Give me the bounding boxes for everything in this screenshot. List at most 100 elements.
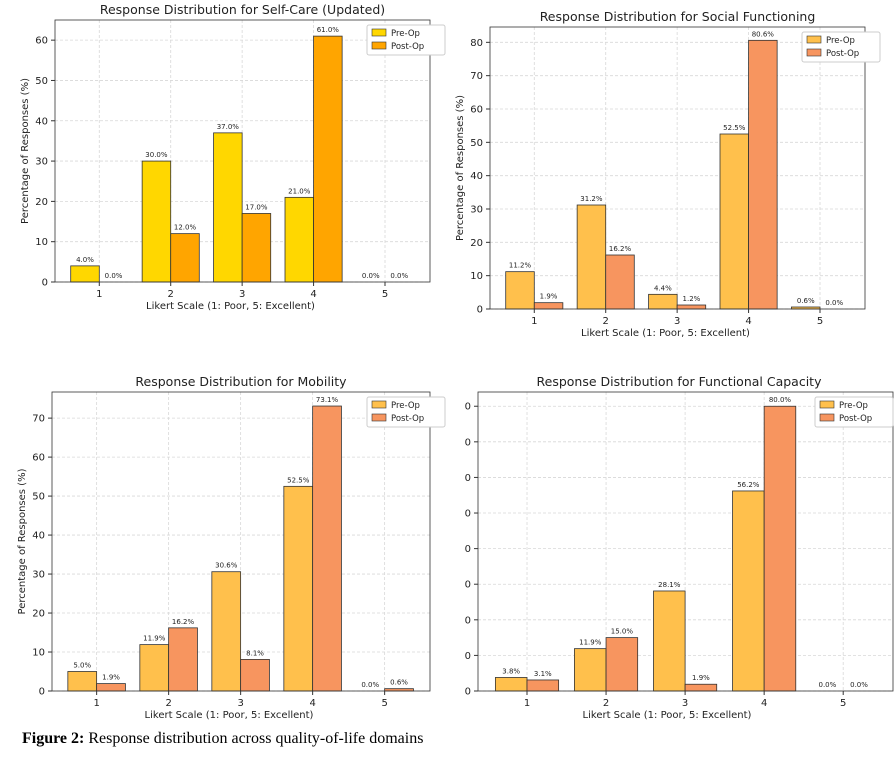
legend-label: Pre-Op bbox=[826, 36, 855, 46]
y-tick-label: 30 bbox=[32, 570, 45, 581]
value-label: 52.5% bbox=[287, 476, 310, 484]
legend-swatch bbox=[819, 413, 835, 422]
chart-panel: 0102030405060708011.2%31.2%4.4%52.5%0.6%… bbox=[455, 9, 881, 339]
y-tick-label: 20 bbox=[35, 197, 48, 208]
bar bbox=[170, 233, 200, 283]
value-label: 11.2% bbox=[509, 262, 532, 270]
value-label: 0.0% bbox=[390, 272, 408, 280]
value-label: 30.0% bbox=[145, 151, 168, 159]
y-tick-label: 50 bbox=[470, 138, 483, 149]
y-tick-label: 0 bbox=[477, 305, 483, 316]
bar bbox=[168, 627, 198, 692]
y-tick-label: 20 bbox=[32, 609, 45, 620]
x-axis-label: Likert Scale (1: Poor, 5: Excellent) bbox=[581, 328, 750, 339]
y-tick-label: 20 bbox=[458, 615, 471, 626]
value-label: 28.1% bbox=[658, 581, 681, 589]
value-label: 3.1% bbox=[534, 670, 552, 678]
legend-label: Post-Op bbox=[391, 414, 424, 424]
value-label: 17.0% bbox=[245, 203, 268, 211]
legend-swatch bbox=[371, 41, 387, 50]
x-tick-label: 4 bbox=[761, 698, 767, 709]
value-label: 1.2% bbox=[683, 295, 701, 303]
bar bbox=[732, 490, 765, 692]
y-tick-label: 40 bbox=[458, 544, 471, 555]
x-axis-label: Likert Scale (1: Poor, 5: Excellent) bbox=[145, 710, 314, 720]
x-tick-label: 1 bbox=[524, 698, 530, 709]
value-label: 1.9% bbox=[102, 674, 120, 682]
value-label: 30.6% bbox=[215, 562, 238, 570]
value-label: 0.6% bbox=[390, 679, 408, 687]
value-label: 61.0% bbox=[317, 26, 340, 34]
bar bbox=[576, 204, 607, 310]
bar bbox=[312, 405, 342, 692]
chart-panel: 010203040506070803.8%11.9%28.1%56.2%0.0%… bbox=[458, 374, 894, 720]
bar bbox=[141, 160, 172, 283]
bar bbox=[240, 659, 270, 692]
legend-label: Pre-Op bbox=[391, 401, 420, 411]
y-tick-label: 30 bbox=[35, 157, 48, 168]
value-label: 11.9% bbox=[143, 635, 166, 643]
y-tick-label: 80 bbox=[470, 38, 483, 49]
legend-box bbox=[366, 24, 446, 56]
y-tick-label: 80 bbox=[458, 402, 471, 413]
bar bbox=[605, 254, 635, 310]
value-label: 1.9% bbox=[692, 674, 710, 682]
bar bbox=[284, 196, 314, 283]
bar bbox=[313, 35, 343, 283]
legend-box bbox=[366, 396, 446, 428]
x-tick-label: 2 bbox=[165, 698, 171, 709]
value-label: 80.6% bbox=[752, 30, 775, 38]
value-label: 3.8% bbox=[502, 667, 520, 675]
y-axis-label: Percentage of Responses (%) bbox=[20, 78, 31, 224]
bar bbox=[748, 39, 778, 310]
x-tick-label: 1 bbox=[531, 316, 537, 327]
y-tick-label: 60 bbox=[32, 453, 45, 464]
bar bbox=[526, 679, 560, 692]
legend-label: Pre-Op bbox=[839, 401, 868, 411]
value-label: 5.0% bbox=[73, 662, 91, 670]
value-label: 37.0% bbox=[217, 123, 240, 131]
chart-title: Response Distribution for Functional Cap… bbox=[537, 374, 823, 389]
bar bbox=[505, 271, 535, 310]
y-tick-label: 30 bbox=[458, 580, 471, 591]
y-tick-label: 40 bbox=[35, 116, 48, 127]
y-tick-label: 0 bbox=[39, 687, 45, 698]
bar bbox=[763, 405, 797, 692]
bar bbox=[719, 133, 749, 310]
y-tick-label: 50 bbox=[458, 509, 471, 520]
legend-swatch bbox=[371, 413, 387, 422]
legend-swatch bbox=[806, 35, 822, 44]
legend-swatch bbox=[371, 28, 387, 37]
x-tick-label: 3 bbox=[239, 289, 245, 300]
bar bbox=[283, 485, 314, 692]
x-tick-label: 5 bbox=[382, 289, 388, 300]
bar bbox=[648, 293, 678, 310]
x-tick-label: 2 bbox=[168, 289, 174, 300]
chart-panel: 0102030405060705.0%11.9%30.6%52.5%0.0%1.… bbox=[17, 374, 446, 721]
value-label: 16.2% bbox=[609, 245, 632, 253]
y-tick-label: 70 bbox=[32, 414, 45, 425]
x-tick-label: 2 bbox=[603, 698, 609, 709]
y-tick-label: 60 bbox=[458, 473, 471, 484]
bar bbox=[241, 213, 272, 283]
value-label: 73.1% bbox=[316, 396, 339, 404]
x-tick-label: 3 bbox=[674, 316, 680, 327]
legend-swatch bbox=[806, 48, 822, 57]
y-tick-label: 40 bbox=[32, 531, 45, 542]
y-tick-label: 70 bbox=[470, 71, 483, 82]
bar bbox=[653, 590, 686, 692]
bar bbox=[70, 265, 100, 283]
chart-title: Response Distribution for Mobility bbox=[135, 374, 347, 389]
bar bbox=[213, 132, 243, 283]
value-label: 0.0% bbox=[818, 681, 836, 689]
x-tick-label: 3 bbox=[682, 698, 688, 709]
legend-swatch bbox=[371, 400, 387, 409]
value-label: 0.0% bbox=[362, 272, 380, 280]
y-tick-label: 10 bbox=[458, 651, 471, 662]
value-label: 0.6% bbox=[797, 297, 815, 305]
y-tick-label: 50 bbox=[32, 492, 45, 503]
bar bbox=[67, 671, 98, 692]
value-label: 11.9% bbox=[579, 639, 602, 647]
x-tick-label: 1 bbox=[96, 289, 102, 300]
